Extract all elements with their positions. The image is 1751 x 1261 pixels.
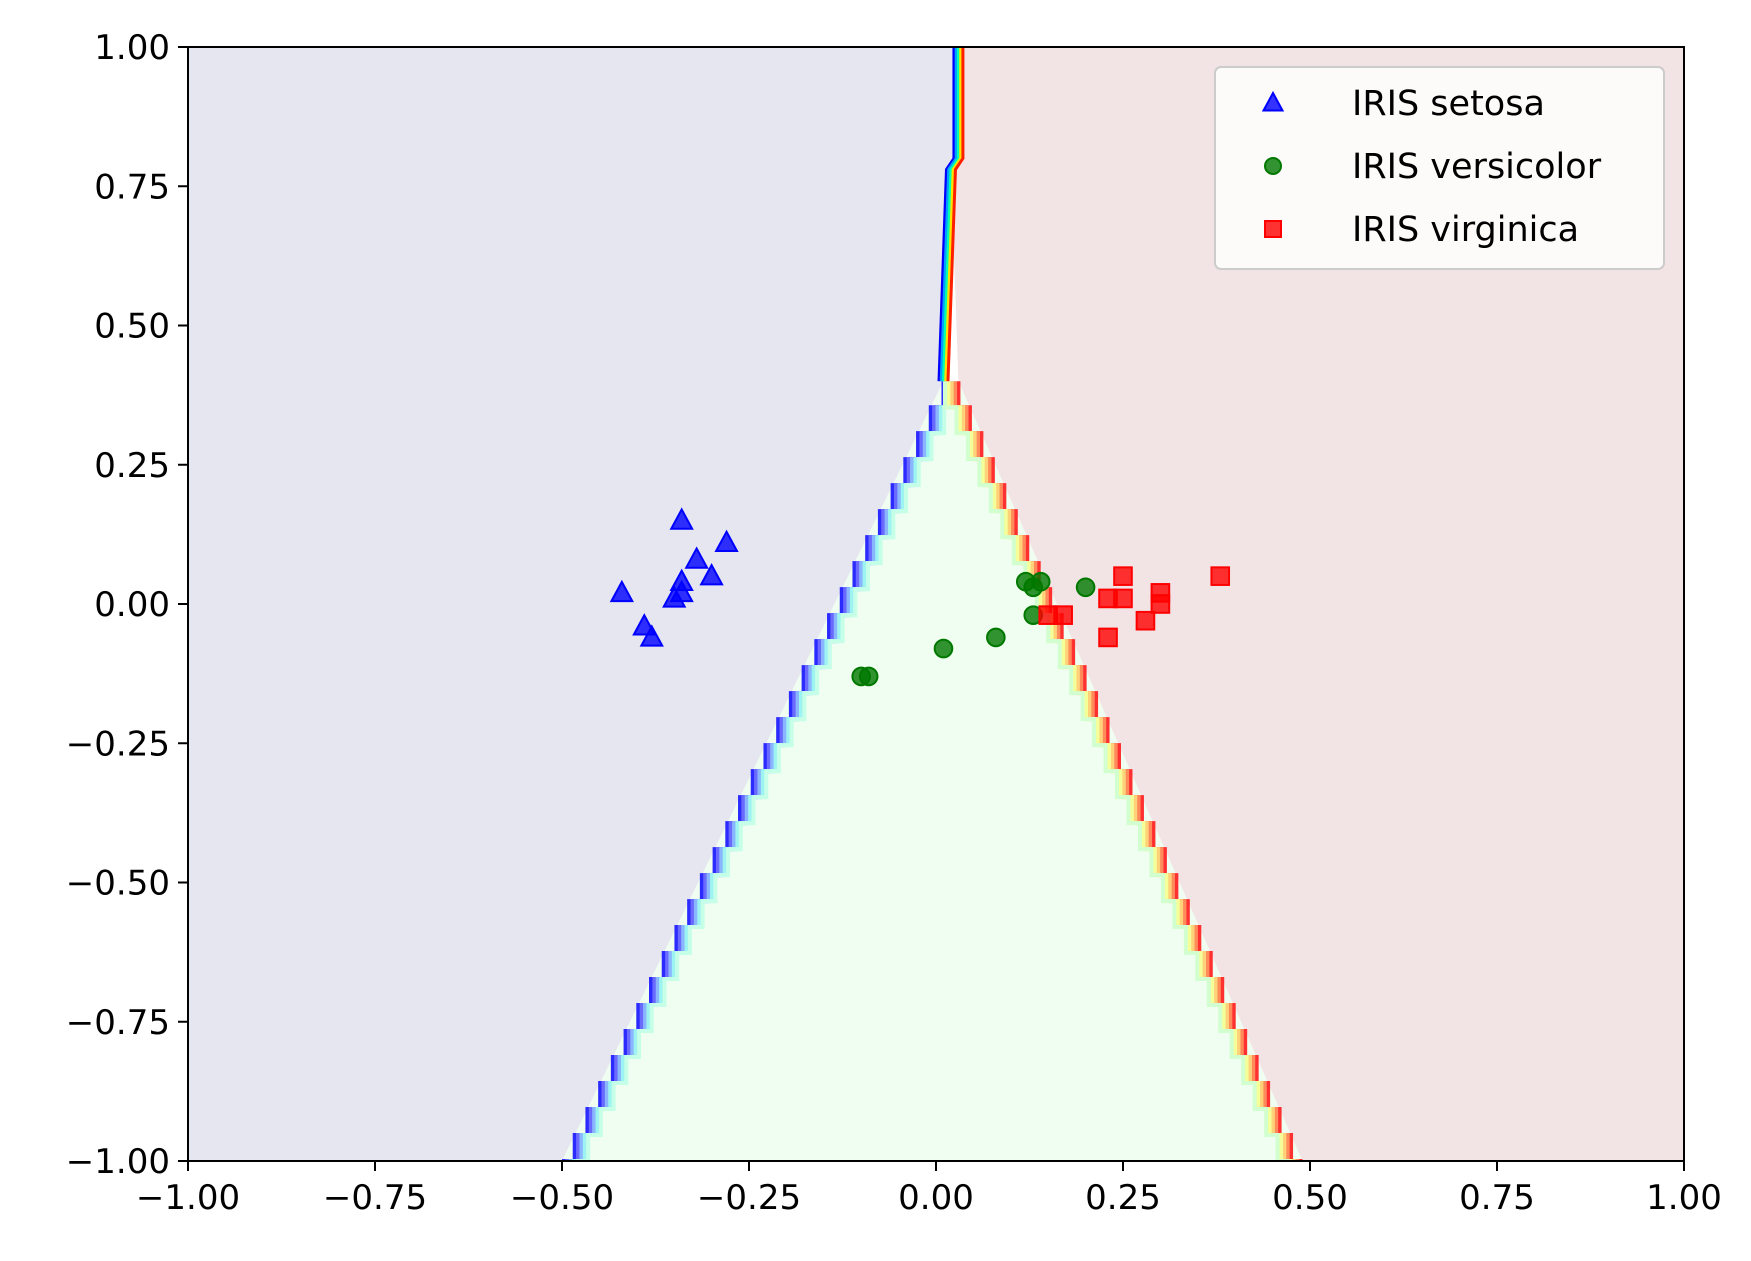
legend-label: IRIS setosa [1352,84,1545,124]
y-tick-label: 0.25 [94,446,170,486]
setosa-point [684,546,709,569]
boundary-setosa-versicolor-band [562,381,946,1161]
setosa-point [609,579,634,603]
versicolor-point [933,638,954,659]
boundary-versicolor-virginica-band [949,381,1296,1161]
y-tick-label: −1.00 [66,1142,170,1182]
boundary-setosa-virginica-band [946,47,965,382]
virginica-point [1098,627,1118,648]
legend-marker-square [1264,220,1282,238]
boundary-setosa-virginica-band [944,47,963,382]
boundary-setosa-versicolor-band [572,381,956,1161]
y-tick-label: 0.00 [94,585,170,625]
boundary-setosa-versicolor-band [565,381,949,1161]
x-tick-label: 0.50 [1272,1178,1348,1218]
versicolor-point [858,666,879,687]
legend-marker-triangle [1261,90,1285,112]
x-tick-label: −1.00 [136,1178,240,1218]
boundary-versicolor-virginica-band [953,381,1300,1161]
legend-marker-circle [1264,157,1282,175]
x-tick-label: 0.25 [1085,1178,1161,1218]
virginica-point [1113,566,1133,586]
boundary-setosa-virginica-band [941,47,960,382]
decision-boundaries [562,47,1303,1161]
boundary-setosa-versicolor-band [575,381,959,1161]
virginica-point [1210,566,1231,586]
x-tick-label: 0.00 [898,1178,974,1218]
y-tick-label: −0.25 [66,724,170,764]
setosa-point [714,529,739,552]
setosa-point [639,624,664,647]
boundary-versicolor-virginica-band [946,381,1293,1161]
setosa-point [662,585,687,608]
legend-box [1214,66,1665,270]
versicolor-point [1023,577,1044,598]
data-points [609,507,1231,687]
y-tick-label: −0.75 [66,1003,170,1043]
boundary-versicolor-virginica-band [942,381,1290,1161]
boundary-setosa-versicolor-band [568,381,953,1161]
setosa-point [699,563,724,586]
versicolor-point [1075,577,1096,598]
virginica-point [1053,605,1073,625]
x-tick-label: −0.75 [323,1178,427,1218]
versicolor-point [986,627,1006,648]
boundary-versicolor-virginica-band [956,381,1303,1161]
legend-label: IRIS versicolor [1352,147,1602,187]
virginica-point [1135,610,1156,631]
region-setosa [188,47,959,1161]
region-versicolor [562,381,1303,1161]
y-tick-label: 1.00 [94,28,170,68]
x-tick-label: 0.75 [1459,1178,1535,1218]
decision-regions [188,47,1684,1161]
virginica-point [1113,588,1133,609]
y-tick-label: 0.50 [94,307,170,347]
legend-label: IRIS virginica [1352,210,1579,250]
region-virginica [950,47,1684,1161]
boundary-setosa-virginica-band [937,47,956,382]
x-tick-label: −0.50 [510,1178,614,1218]
x-tick-label: 1.00 [1646,1178,1722,1218]
y-tick-label: 0.75 [94,167,170,207]
setosa-point [669,507,694,530]
y-tick-label: −0.50 [66,864,170,904]
y-axis: −1.00 −0.75 −0.50 −0.25 0.00 0.25 0.50 0.75 1.00 [66,28,188,1182]
x-axis: −1.00 −0.75 −0.50 −0.25 0.00 0.25 0.50 0.75 1.00 [136,1161,1722,1218]
legend: IRIS setosa IRIS versicolor IRIS virginica [1214,66,1665,270]
virginica-point [1150,594,1171,614]
x-tick-label: −0.25 [697,1178,801,1218]
boundary-setosa-virginica-band [939,47,958,382]
